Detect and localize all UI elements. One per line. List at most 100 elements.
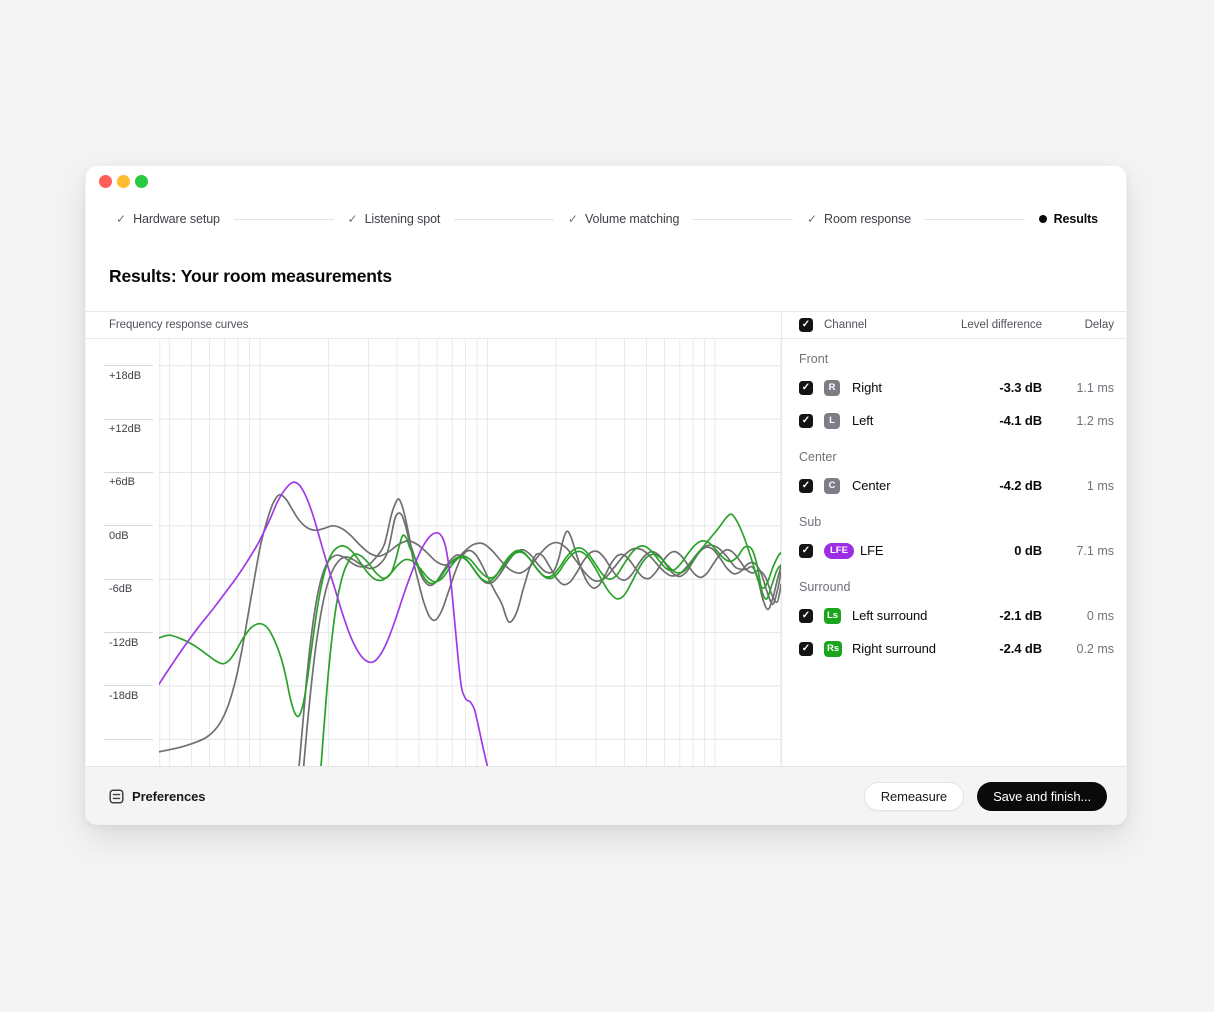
channel-level-difference: -4.1 dB — [999, 413, 1042, 428]
frequency-response-chart — [159, 339, 781, 766]
save-and-finish-button[interactable]: Save and finish... — [977, 782, 1107, 811]
y-axis-tick — [104, 525, 153, 527]
y-axis-tick — [104, 578, 153, 580]
channel-group-front: Front — [799, 339, 1114, 371]
channel-badge: Ls — [824, 607, 842, 624]
channel-checkbox[interactable]: ✓ — [799, 478, 813, 493]
stepper-step-hardware-setup[interactable]: ✓ Hardware setup — [116, 212, 220, 226]
channel-row-left-surround[interactable]: ✓ Ls Left surround -2.1 dB 0 ms — [799, 599, 1114, 632]
window-controls — [99, 175, 148, 188]
channel-table-body: Front ✓ R Right -3.3 dB 1.1 ms ✓ L Left -4.1 dB 1.… — [782, 339, 1126, 665]
y-axis-tick — [104, 471, 153, 473]
channel-name: Right — [852, 380, 882, 395]
channel-delay: 7.1 ms — [1076, 543, 1114, 558]
stepper-step-volume-matching[interactable]: ✓ Volume matching — [567, 212, 680, 226]
preferences-button[interactable]: Preferences — [109, 789, 205, 804]
step-done-check-icon: ✓ — [347, 212, 358, 226]
channel-checkbox[interactable]: ✓ — [799, 543, 813, 558]
y-axis-label: -18dB — [109, 689, 139, 702]
footer-bar: Preferences Remeasure Save and finish... — [86, 766, 1126, 824]
channel-group-label: Front — [799, 352, 829, 366]
chart-panel-header: Frequency response curves — [86, 311, 781, 339]
y-axis-label: 0dB — [109, 529, 129, 542]
y-axis-label: +18dB — [109, 369, 142, 382]
channel-badge: C — [824, 477, 840, 494]
channel-badge: Rs — [824, 640, 843, 657]
channel-delay: 1.2 ms — [1076, 413, 1114, 428]
stepper-step-label: Hardware setup — [133, 212, 220, 226]
y-axis-label: -6dB — [109, 583, 133, 596]
chart-title: Frequency response curves — [109, 318, 249, 331]
y-axis-label: -12dB — [109, 636, 139, 649]
y-axis-tick — [104, 365, 153, 367]
channel-row-right-surround[interactable]: ✓ Rs Right surround -2.4 dB 0.2 ms — [799, 632, 1114, 665]
channel-row-left[interactable]: ✓ L Left -4.1 dB 1.2 ms — [799, 404, 1114, 437]
channel-level-difference: -3.3 dB — [999, 380, 1042, 395]
stepper-step-label: Results — [1053, 212, 1099, 226]
channel-badge: L — [824, 412, 840, 429]
channel-delay: 1.1 ms — [1076, 380, 1114, 395]
stepper-step-label: Listening spot — [364, 212, 441, 226]
y-axis-tick — [104, 632, 153, 634]
stepper-step-room-response[interactable]: ✓ Room response — [807, 212, 911, 226]
channel-group-label: Sub — [799, 515, 822, 529]
channel-checkbox[interactable]: ✓ — [799, 413, 813, 428]
y-axis-label: +12dB — [109, 423, 142, 436]
stepper-step-results[interactable]: Results — [1038, 212, 1099, 226]
stepper-connector — [924, 218, 1025, 220]
channel-table-panel: ✓ Channel Level difference Delay Front ✓ R… — [781, 311, 1126, 766]
channel-checkbox[interactable]: ✓ — [799, 608, 813, 623]
curve-right-surround — [320, 534, 781, 766]
close-window-icon[interactable] — [99, 175, 112, 188]
preferences-icon — [109, 789, 124, 804]
chart-panel: Frequency response curves +18dB +12dB +6dB… — [86, 311, 781, 766]
channel-level-difference: -4.2 dB — [999, 478, 1042, 493]
column-header-delay: Delay — [1084, 318, 1114, 331]
curve-lfe — [159, 481, 489, 766]
minimize-window-icon[interactable] — [117, 175, 130, 188]
wizard-stepper: ✓ Hardware setup ✓ Listening spot ✓ Volume ma… — [116, 210, 1098, 228]
channel-table-header: ✓ Channel Level difference Delay — [782, 311, 1126, 339]
channel-level-difference: 0 dB — [1014, 543, 1042, 558]
remeasure-button[interactable]: Remeasure — [863, 782, 965, 811]
channel-name: Left — [852, 413, 874, 428]
stepper-connector — [454, 218, 554, 220]
column-header-level: Level difference — [961, 318, 1042, 331]
zoom-window-icon[interactable] — [135, 175, 148, 188]
channel-row-lfe[interactable]: ✓ LFE LFE 0 dB 7.1 ms — [799, 534, 1114, 567]
channel-delay: 0 ms — [1086, 608, 1114, 623]
channel-name: Left surround — [852, 608, 928, 623]
stepper-step-label: Room response — [824, 212, 911, 226]
channel-row-center[interactable]: ✓ C Center -4.2 dB 1 ms — [799, 469, 1114, 502]
y-axis-tick — [104, 418, 153, 420]
channel-group-sub: Sub — [799, 502, 1114, 534]
content-divider — [86, 311, 1126, 312]
channel-delay: 1 ms — [1086, 478, 1114, 493]
channel-name: Center — [852, 478, 891, 493]
channel-name: LFE — [859, 543, 884, 558]
channel-row-right[interactable]: ✓ R Right -3.3 dB 1.1 ms — [799, 371, 1114, 404]
channel-level-difference: -2.1 dB — [999, 608, 1042, 623]
app-window: ✓ Hardware setup ✓ Listening spot ✓ Volume ma… — [85, 165, 1127, 825]
y-axis-label: +6dB — [109, 476, 135, 489]
select-all-checkbox[interactable]: ✓ — [799, 317, 813, 332]
channel-group-surround: Surround — [799, 567, 1114, 599]
channel-badge: LFE — [824, 542, 854, 559]
current-step-dot-icon — [1038, 215, 1047, 223]
stepper-connector — [233, 218, 334, 220]
stepper-step-listening-spot[interactable]: ✓ Listening spot — [348, 212, 441, 226]
stepper-connector — [693, 218, 793, 220]
step-done-check-icon: ✓ — [567, 212, 578, 226]
column-header-channel: Channel — [824, 318, 867, 331]
curve-right — [159, 493, 781, 753]
channel-checkbox[interactable]: ✓ — [799, 380, 813, 395]
channel-name: Right surround — [852, 641, 936, 656]
channel-delay: 0.2 ms — [1076, 641, 1114, 656]
preferences-label: Preferences — [132, 789, 206, 804]
channel-checkbox[interactable]: ✓ — [799, 641, 813, 656]
channel-group-label: Center — [799, 450, 837, 464]
step-done-check-icon: ✓ — [116, 212, 127, 226]
y-axis-tick — [104, 738, 153, 740]
channel-level-difference: -2.4 dB — [999, 641, 1042, 656]
curve-center — [302, 512, 781, 766]
